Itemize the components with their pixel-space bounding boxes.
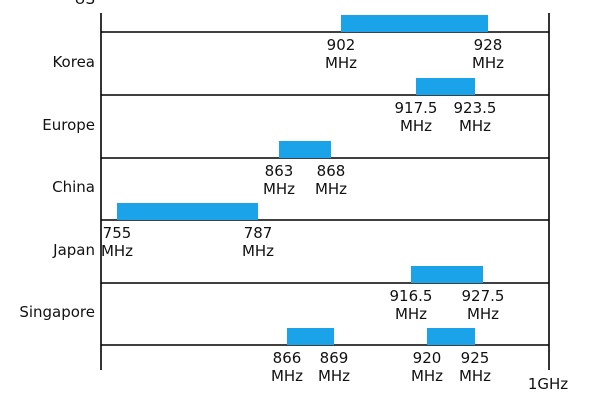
unit-label-us-1-start: MHz: [325, 54, 357, 72]
unit-label-us-1-end: MHz: [472, 54, 504, 72]
region-label-china: China: [52, 178, 95, 196]
unit-label-europe-1-start: MHz: [263, 180, 295, 198]
freq-label-singapore-1-end: 869: [320, 349, 349, 367]
freq-label-us-1-start: 902: [327, 36, 356, 54]
freq-label-japan-1-end: 927.5: [462, 287, 505, 305]
unit-label-korea-1-start: MHz: [400, 117, 432, 135]
unit-label-china-1-end: MHz: [242, 242, 274, 260]
freq-label-singapore-1-start: 866: [273, 349, 302, 367]
band-bar-singapore-1: [287, 328, 334, 345]
band-bar-singapore-2: [427, 328, 475, 345]
unit-label-singapore-1-end: MHz: [318, 367, 350, 385]
band-bar-china-1: [117, 203, 258, 220]
freq-label-china-1-start: 755: [103, 224, 132, 242]
unit-label-singapore-2-end: MHz: [459, 367, 491, 385]
unit-label-korea-1-end: MHz: [459, 117, 491, 135]
band-bar-japan-1: [411, 266, 483, 283]
region-label-japan: Japan: [52, 241, 95, 259]
freq-label-china-1-end: 787: [244, 224, 273, 242]
freq-label-singapore-2-start: 920: [413, 349, 442, 367]
freq-label-europe-1-start: 863: [265, 162, 294, 180]
freq-label-korea-1-start: 917.5: [395, 99, 438, 117]
region-label-singapore: Singapore: [19, 303, 95, 321]
region-label-korea: Korea: [52, 53, 95, 71]
unit-label-singapore-1-start: MHz: [271, 367, 303, 385]
freq-label-korea-1-end: 923.5: [454, 99, 497, 117]
region-label-europe: Europe: [42, 116, 95, 134]
unit-label-japan-1-end: MHz: [467, 305, 499, 323]
unit-label-china-1-start: MHz: [101, 242, 133, 260]
band-bar-europe-1: [279, 141, 331, 158]
freq-label-europe-1-end: 868: [317, 162, 346, 180]
region-rows: US902MHz928MHzKorea917.5MHz923.5MHzEurop…: [19, 0, 549, 385]
freq-label-singapore-2-end: 925: [461, 349, 490, 367]
unit-label-singapore-2-start: MHz: [411, 367, 443, 385]
region-label-us: US: [74, 0, 95, 8]
freq-label-japan-1-start: 916.5: [390, 287, 433, 305]
freq-label-us-1-end: 928: [474, 36, 503, 54]
band-bar-korea-1: [416, 78, 475, 95]
unit-label-europe-1-end: MHz: [315, 180, 347, 198]
band-bar-us-1: [341, 15, 488, 32]
axis-end-label: 1GHz: [528, 375, 568, 393]
unit-label-japan-1-start: MHz: [395, 305, 427, 323]
